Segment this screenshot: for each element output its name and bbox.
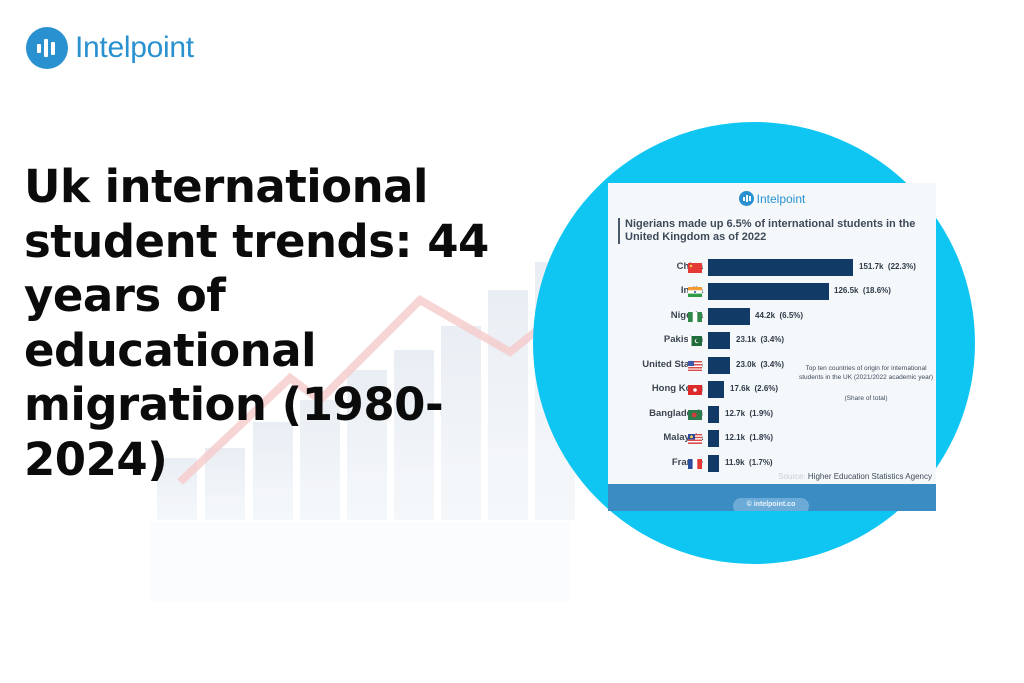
- bar-value: 12.1k (1.8%): [725, 433, 774, 442]
- infographic-logo-text: Intelpoint: [756, 191, 806, 206]
- infographic-footer: © intelpoint.co: [608, 484, 936, 511]
- bar: [708, 430, 719, 447]
- bar-label: Bangladesh: [649, 407, 703, 419]
- brand-logo[interactable]: Intelpoint: [26, 27, 194, 69]
- bangladesh-flag-icon: [688, 409, 702, 420]
- page-headline: Uk international student trends: 44 year…: [24, 160, 489, 486]
- bar-label: France: [671, 456, 703, 468]
- bar: [708, 332, 730, 349]
- bar-row-united-states: United States 23.0k (3.4%): [608, 356, 936, 375]
- bar: [708, 454, 719, 472]
- nigeria-flag-icon: [688, 311, 702, 322]
- infographic-logo: Intelpoint: [608, 191, 936, 206]
- bar-chart-logo-icon: [738, 191, 754, 206]
- brand-name: Intelpoint: [75, 31, 194, 64]
- bar-value: 126.5k (18.6%): [834, 286, 891, 295]
- usa-flag-icon: [688, 360, 702, 371]
- bar: [708, 381, 724, 398]
- bar-value: 23.0k (3.4%): [736, 359, 785, 369]
- website-link[interactable]: © intelpoint.co: [733, 498, 809, 511]
- bar-row-nigeria: Nigeria 44.2k (6.5%): [608, 307, 936, 326]
- malaysia-flag-icon: [688, 434, 702, 444]
- chart-source: Source: Higher Education Statistics Agen…: [778, 472, 932, 481]
- bar: [708, 405, 719, 423]
- bar: [708, 283, 829, 300]
- bar: [708, 259, 853, 276]
- bar-value: 12.7k (1.9%): [725, 408, 774, 418]
- chart-note: Top ten countries of origin for internat…: [798, 365, 934, 381]
- bar-row-france: France 11.9k (1.7%): [608, 454, 936, 473]
- bar-label: Nigeria: [670, 309, 703, 321]
- china-flag-icon: [688, 263, 702, 273]
- chart-note-share: (Share of total): [844, 395, 888, 402]
- bar-row-malaysia: Malaysia 12.1k (1.8%): [608, 430, 936, 448]
- hong-kong-flag-icon: [688, 385, 702, 395]
- bar-row-pakistan: Pakistan 23.1k (3.4%): [608, 332, 936, 350]
- france-flag-icon: [688, 458, 702, 469]
- infographic-card: Intelpoint Nigerians made up 6.5% of int…: [608, 183, 936, 511]
- bar-value: 23.1k (3.4%): [736, 335, 785, 344]
- bar: [708, 307, 750, 325]
- chart-title: Nigerians made up 6.5% of international …: [618, 218, 935, 244]
- bar-value: 11.9k (1.7%): [725, 457, 773, 467]
- pakistan-flag-icon: [688, 336, 702, 346]
- bar-label: United States: [642, 358, 703, 370]
- bar-label: Hong Kong: [651, 383, 703, 394]
- bar-row-hong-kong: Hong Kong 17.6k (2.6%): [608, 381, 936, 399]
- bar-row-bangladesh: Bangladesh 12.7k (1.9%): [608, 405, 936, 424]
- bar-value: 44.2k (6.5%): [755, 310, 804, 320]
- bar-chart-logo-icon: [26, 27, 68, 69]
- india-flag-icon: [688, 287, 702, 297]
- bar-row-china: China 151.7k (22.3%): [608, 259, 936, 277]
- bar-row-india: India 126.5k (18.6%): [608, 283, 936, 301]
- bar-label: Pakistan: [663, 334, 703, 345]
- bar: [708, 356, 730, 374]
- bar-value: 17.6k (2.6%): [730, 384, 779, 393]
- bar-value: 151.7k (22.3%): [859, 262, 916, 271]
- bar-label: Malaysia: [663, 432, 703, 443]
